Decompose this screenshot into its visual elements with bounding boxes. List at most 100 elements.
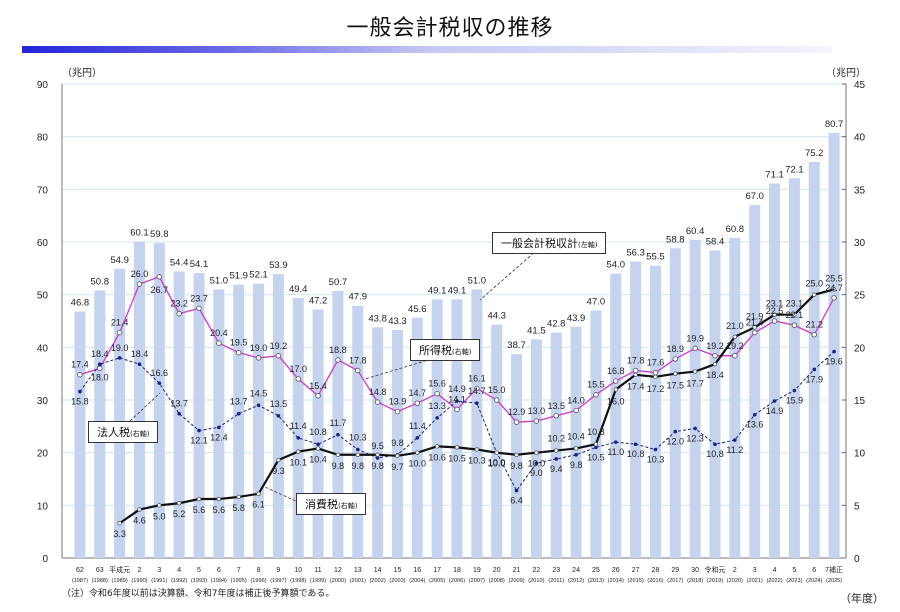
callout-arrow — [129, 392, 161, 422]
callout-total-axis: (左軸) — [578, 241, 598, 249]
consumption-value-label: 9.3 — [272, 466, 285, 476]
income-point — [315, 393, 321, 399]
bar — [114, 268, 126, 558]
corporate-point — [534, 461, 539, 466]
left-axis-tick: 10 — [37, 501, 49, 512]
corporate-point — [554, 457, 559, 461]
x-tick-label: 28 — [652, 567, 660, 574]
corporate-value-label: 9.8 — [570, 460, 583, 470]
bar — [669, 248, 681, 558]
consumption-value-label: 10.3 — [468, 456, 486, 466]
bar-value-label: 54.1 — [190, 259, 209, 270]
corporate-value-label: 10.3 — [349, 433, 367, 443]
corporate-value-label: 18.4 — [131, 349, 149, 359]
bar — [213, 289, 225, 558]
income-value-label: 26.7 — [151, 285, 169, 295]
callout-corporate-axis: (右軸) — [130, 430, 150, 438]
consumption-point — [474, 447, 480, 452]
bar-value-label: 51.0 — [468, 275, 487, 286]
corporate-point — [733, 438, 737, 442]
corporate-point — [137, 362, 142, 366]
left-axis-tick: 90 — [37, 80, 49, 91]
bar — [769, 183, 781, 559]
x-year-label: (2006) — [449, 578, 465, 584]
income-value-label: 21.2 — [805, 320, 823, 330]
x-year-label: (2014) — [608, 578, 624, 584]
income-value-label: 23.7 — [190, 293, 208, 303]
right-axis-tick: 5 — [854, 501, 860, 512]
income-value-label: 19.5 — [230, 338, 248, 348]
bar-value-label: 59.8 — [150, 229, 169, 240]
corporate-value-label: 19.6 — [825, 357, 843, 367]
x-tick-label: 3 — [753, 567, 757, 574]
bar-value-label: 51.9 — [229, 271, 248, 282]
income-value-label: 13.5 — [547, 401, 565, 411]
callout-consumption-label: 消費税 — [305, 498, 338, 511]
corporate-value-label: 14.7 — [468, 386, 486, 396]
right-axis-tick: 10 — [854, 449, 866, 460]
callout-income: 所得税(右軸) — [410, 339, 481, 361]
consumption-point — [692, 369, 698, 374]
corporate-point — [693, 426, 697, 431]
income-point — [652, 369, 659, 376]
bar-value-label: 60.8 — [726, 224, 745, 235]
x-year-label: (2017) — [667, 578, 683, 584]
bar — [292, 297, 304, 558]
corporate-value-label: 13.7 — [170, 399, 188, 409]
x-year-label: (2003) — [389, 578, 405, 584]
corporate-point — [157, 381, 162, 385]
x-tick-label: 24 — [572, 567, 580, 574]
callout-income-axis: (右軸) — [452, 348, 472, 356]
callout-total-label: 一般会計税収計 — [501, 237, 578, 250]
corporate-value-label: 12.4 — [210, 432, 228, 442]
x-tick-label: 5 — [197, 567, 201, 574]
income-point — [831, 295, 837, 301]
income-point — [255, 355, 262, 361]
consumption-value-label: 5.0 — [153, 511, 166, 521]
income-point — [156, 274, 163, 280]
bar — [590, 310, 602, 558]
corporate-point — [574, 452, 578, 457]
bar — [610, 273, 622, 558]
x-year-label: (1993) — [191, 578, 207, 584]
income-point — [116, 329, 123, 336]
corporate-value-label: 12.0 — [667, 437, 685, 447]
corporate-value-label: 19.0 — [111, 343, 129, 353]
income-point — [533, 418, 540, 424]
x-year-label: (2009) — [508, 578, 524, 584]
income-value-label: 15.0 — [488, 385, 506, 395]
x-year-label: (2019) — [707, 578, 723, 584]
x-tick-label: 23 — [552, 567, 560, 574]
corporate-value-label: 10.0 — [488, 458, 506, 468]
corporate-point — [812, 367, 817, 372]
consumption-point — [454, 445, 460, 450]
income-value-label: 13.0 — [528, 406, 546, 416]
consumption-point — [831, 287, 837, 292]
bar-value-label: 58.4 — [706, 236, 725, 247]
bar — [312, 309, 324, 558]
income-value-label: 21.4 — [746, 318, 764, 328]
right-axis-tick: 15 — [854, 396, 866, 407]
x-year-label: (2000) — [330, 578, 346, 584]
x-year-label: (1989) — [112, 578, 128, 584]
callout-total: 一般会計税収計(左軸) — [492, 232, 607, 254]
x-tick-label: 27 — [632, 567, 640, 574]
x-year-label: (2015) — [628, 578, 644, 584]
corporate-value-label: 11.2 — [726, 445, 743, 455]
corporate-point — [316, 442, 320, 447]
x-year-label: (2021) — [747, 578, 763, 584]
x-tick-label: 22 — [532, 567, 540, 574]
corporate-value-label: 10.5 — [587, 452, 605, 462]
corporate-value-label: 17.9 — [805, 374, 823, 384]
right-axis-tick: 40 — [854, 133, 866, 144]
consumption-value-label: 10.2 — [547, 434, 565, 444]
x-tick-label: 平成元 — [109, 565, 130, 574]
x-tick-label: 7補正 — [825, 565, 843, 574]
bar-value-label: 43.3 — [388, 316, 407, 327]
x-tick-label: 10 — [294, 567, 302, 574]
corporate-point — [752, 412, 757, 417]
income-value-label: 14.1 — [448, 394, 466, 404]
income-value-label: 16.8 — [607, 366, 625, 376]
corporate-point — [673, 429, 678, 434]
